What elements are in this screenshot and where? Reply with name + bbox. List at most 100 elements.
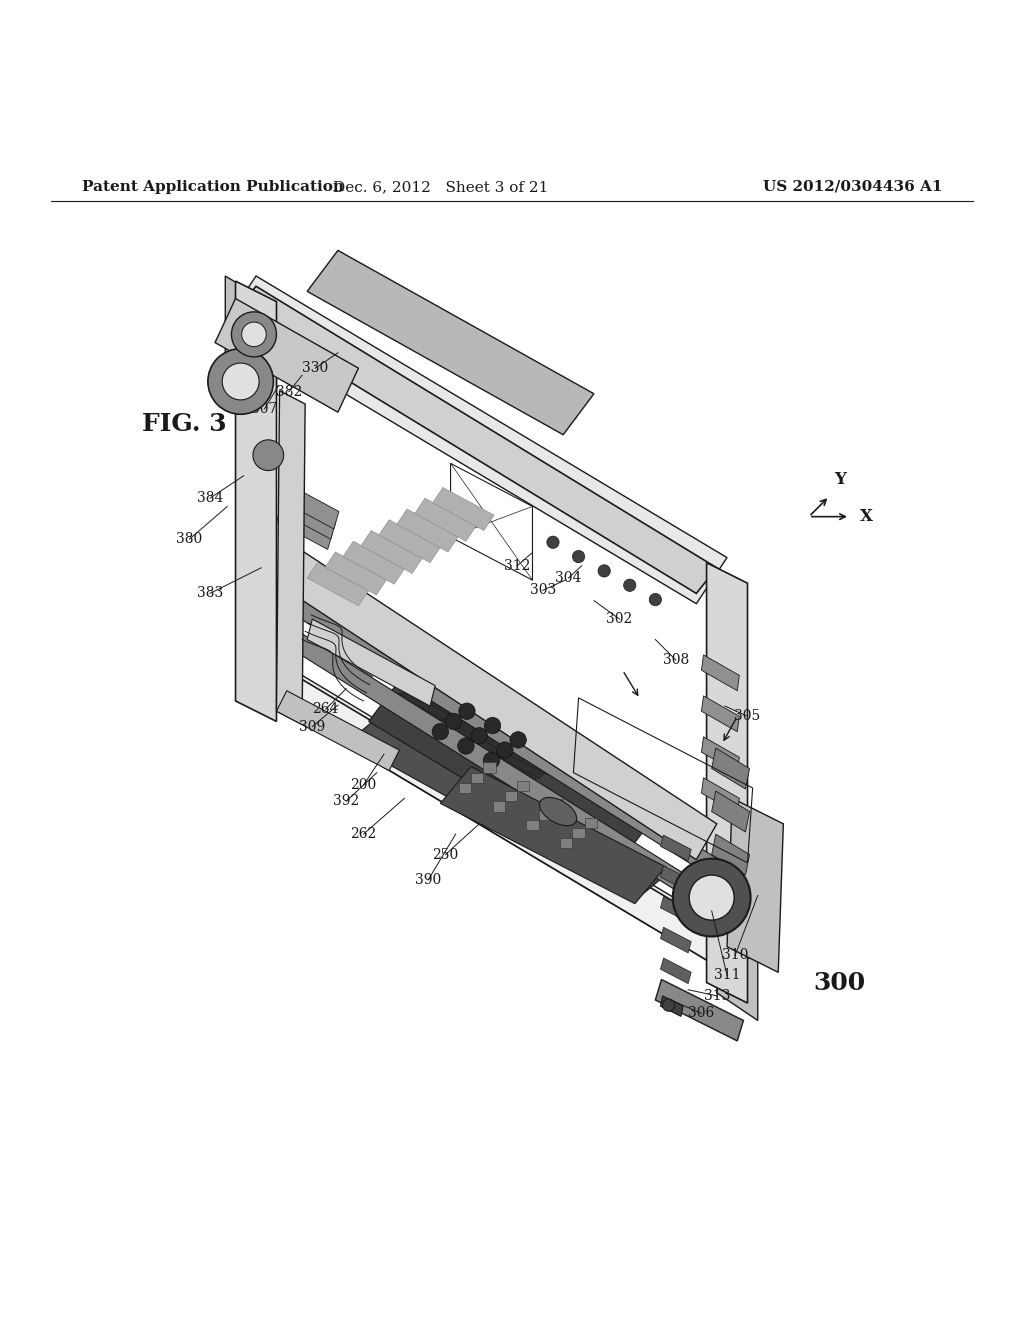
FancyBboxPatch shape (505, 791, 517, 801)
Text: 302: 302 (606, 612, 633, 626)
Circle shape (208, 348, 273, 414)
Circle shape (547, 536, 559, 548)
Text: Patent Application Publication: Patent Application Publication (82, 180, 344, 194)
Text: 200: 200 (350, 777, 377, 792)
Polygon shape (701, 777, 739, 813)
Polygon shape (236, 286, 717, 594)
Circle shape (483, 752, 500, 768)
Text: 330: 330 (302, 362, 329, 375)
Text: 309: 309 (299, 719, 326, 734)
Polygon shape (432, 487, 494, 531)
Text: 380: 380 (176, 532, 203, 546)
Polygon shape (707, 562, 748, 1003)
FancyBboxPatch shape (517, 781, 529, 791)
Text: 306: 306 (688, 1006, 715, 1020)
Circle shape (459, 704, 475, 719)
Polygon shape (415, 498, 476, 541)
Text: Dec. 6, 2012   Sheet 3 of 21: Dec. 6, 2012 Sheet 3 of 21 (333, 180, 548, 194)
Polygon shape (712, 834, 750, 875)
Polygon shape (256, 660, 748, 973)
Text: 262: 262 (350, 828, 377, 841)
Polygon shape (307, 251, 594, 434)
Polygon shape (396, 689, 550, 779)
Circle shape (624, 579, 636, 591)
Polygon shape (236, 281, 276, 722)
Polygon shape (307, 619, 435, 706)
Text: US 2012/0304436 A1: US 2012/0304436 A1 (763, 180, 942, 194)
Text: 310: 310 (722, 948, 749, 962)
Polygon shape (369, 681, 645, 870)
Text: 384: 384 (197, 491, 223, 506)
FancyBboxPatch shape (551, 800, 563, 809)
Text: 390: 390 (415, 873, 441, 887)
Polygon shape (660, 958, 691, 983)
Polygon shape (660, 836, 691, 861)
Polygon shape (379, 520, 440, 562)
Polygon shape (343, 541, 404, 585)
Text: 307: 307 (251, 403, 278, 416)
Text: 305: 305 (734, 709, 761, 723)
Polygon shape (307, 562, 369, 606)
Polygon shape (276, 548, 717, 859)
Polygon shape (712, 791, 750, 832)
FancyBboxPatch shape (572, 828, 585, 838)
Circle shape (572, 550, 585, 562)
Circle shape (432, 723, 449, 741)
Ellipse shape (540, 797, 577, 826)
Polygon shape (397, 510, 459, 552)
Circle shape (242, 322, 266, 347)
FancyBboxPatch shape (483, 763, 496, 772)
Polygon shape (276, 624, 727, 916)
Polygon shape (712, 748, 750, 789)
Polygon shape (276, 690, 399, 771)
Polygon shape (326, 552, 387, 595)
Text: 312: 312 (504, 558, 530, 573)
Polygon shape (440, 767, 666, 904)
Text: 313: 313 (703, 989, 730, 1003)
FancyBboxPatch shape (560, 838, 572, 849)
Text: 264: 264 (312, 702, 339, 717)
FancyBboxPatch shape (539, 809, 551, 820)
Polygon shape (701, 655, 739, 690)
Polygon shape (411, 681, 564, 771)
Circle shape (471, 727, 487, 744)
FancyBboxPatch shape (459, 783, 471, 793)
Polygon shape (660, 896, 691, 923)
Circle shape (663, 999, 675, 1011)
Polygon shape (283, 484, 339, 529)
Text: 383: 383 (197, 586, 223, 601)
FancyBboxPatch shape (526, 820, 539, 830)
Polygon shape (276, 589, 727, 880)
Circle shape (253, 440, 284, 470)
Polygon shape (701, 737, 739, 772)
Circle shape (231, 312, 276, 356)
Circle shape (484, 717, 501, 734)
Polygon shape (418, 676, 571, 767)
FancyBboxPatch shape (471, 772, 483, 783)
Polygon shape (256, 671, 758, 973)
Polygon shape (660, 995, 683, 1016)
Circle shape (445, 713, 462, 730)
Polygon shape (727, 799, 783, 973)
Polygon shape (403, 685, 557, 775)
Circle shape (458, 738, 474, 754)
Polygon shape (660, 927, 691, 953)
Circle shape (510, 731, 526, 748)
Text: 308: 308 (663, 653, 689, 667)
Text: 303: 303 (529, 583, 556, 598)
Polygon shape (717, 904, 758, 1020)
FancyBboxPatch shape (585, 817, 597, 828)
Text: 382: 382 (275, 384, 302, 399)
Polygon shape (225, 276, 727, 603)
Text: 250: 250 (432, 847, 459, 862)
Circle shape (673, 858, 751, 936)
Text: X: X (860, 508, 873, 525)
Polygon shape (348, 717, 666, 900)
Text: 300: 300 (814, 970, 865, 994)
Circle shape (598, 565, 610, 577)
Polygon shape (655, 979, 743, 1041)
Text: 304: 304 (555, 572, 582, 585)
Circle shape (497, 742, 513, 758)
Circle shape (222, 363, 259, 400)
Text: 311: 311 (714, 969, 740, 982)
